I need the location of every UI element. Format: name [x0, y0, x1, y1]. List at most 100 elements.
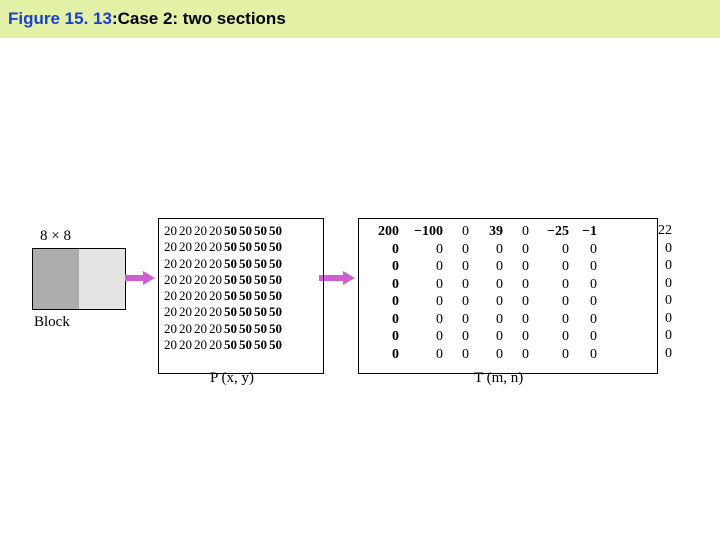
matrix-cell: 50	[238, 288, 253, 304]
matrix-cell: 20	[208, 337, 223, 353]
matrix-cell: 20	[178, 239, 193, 255]
matrix-cell: 20	[208, 321, 223, 337]
matrix-cell: 20	[178, 337, 193, 353]
matrix-cell: 50	[238, 223, 253, 239]
block-right-half	[79, 249, 125, 309]
matrix-cell: 0	[533, 258, 573, 276]
matrix-cell: 20	[208, 288, 223, 304]
matrix-cell: 0	[447, 293, 473, 311]
matrix-cell: 20	[163, 337, 178, 353]
matrix-cell: 0	[403, 241, 447, 259]
matrix-cell: 50	[268, 272, 283, 288]
matrix-cell: 50	[268, 239, 283, 255]
block-8x8	[32, 248, 126, 310]
matrix-cell: 50	[268, 304, 283, 320]
matrix-cell: 20	[193, 304, 208, 320]
diagram-canvas: 8 × 8 Block 2020202050505050202020205050…	[0, 38, 720, 538]
matrix-cell: 0	[403, 311, 447, 329]
table-row: 2020202050505050	[163, 239, 283, 255]
matrix-cell: 20	[193, 239, 208, 255]
matrix-cell: 0	[507, 223, 533, 241]
table-row: 0000000	[365, 346, 601, 364]
matrix-cell: 22	[648, 222, 672, 240]
table-row: 2020202050505050	[163, 304, 283, 320]
matrix-cell: 20	[178, 223, 193, 239]
matrix-cell: 20	[178, 256, 193, 272]
matrix-cell: 50	[268, 256, 283, 272]
matrix-cell: 0	[648, 310, 672, 328]
matrix-cell: 200	[365, 223, 403, 241]
matrix-cell: 50	[253, 304, 268, 320]
matrix-cell: 20	[163, 272, 178, 288]
matrix-cell: 50	[253, 288, 268, 304]
matrix-cell: 0	[648, 240, 672, 258]
matrix-cell: 0	[573, 311, 601, 329]
matrix-cell: 0	[365, 346, 403, 364]
matrix-cell: 50	[223, 337, 238, 353]
matrix-cell: −25	[533, 223, 573, 241]
table-row: 200−1000390−25−1	[365, 223, 601, 241]
figure-number: Figure 15. 13	[8, 9, 112, 29]
matrix-cell: 0	[573, 293, 601, 311]
matrix-cell: 0	[365, 311, 403, 329]
matrix-cell: 0	[507, 328, 533, 346]
matrix-cell: 0	[447, 328, 473, 346]
block-size-label: 8 × 8	[40, 228, 71, 245]
matrix-cell: 0	[507, 293, 533, 311]
matrix-cell: 50	[253, 223, 268, 239]
matrix-cell: 0	[507, 241, 533, 259]
matrix-cell: 50	[238, 272, 253, 288]
matrix-cell: 0	[447, 223, 473, 241]
matrix-cell: 20	[163, 239, 178, 255]
matrix-cell: 0	[473, 276, 507, 294]
table-row: 2020202050505050	[163, 256, 283, 272]
matrix-cell: 50	[253, 272, 268, 288]
p-matrix-table: 2020202050505050202020205050505020202020…	[163, 223, 283, 353]
matrix-cell: 0	[365, 276, 403, 294]
matrix-cell: 50	[238, 239, 253, 255]
matrix-cell: 50	[223, 223, 238, 239]
matrix-cell: 0	[447, 311, 473, 329]
matrix-cell: 20	[163, 256, 178, 272]
matrix-cell: 50	[223, 304, 238, 320]
matrix-cell: 0	[403, 346, 447, 364]
matrix-cell: 0	[573, 346, 601, 364]
matrix-cell: 0	[533, 328, 573, 346]
matrix-cell: 0	[473, 311, 507, 329]
matrix-cell: 50	[268, 321, 283, 337]
matrix-cell: 0	[447, 346, 473, 364]
matrix-cell: 0	[573, 276, 601, 294]
matrix-cell: 0	[573, 328, 601, 346]
matrix-cell: 0	[473, 293, 507, 311]
matrix-cell: 50	[223, 256, 238, 272]
matrix-cell: 20	[193, 272, 208, 288]
matrix-cell: 20	[178, 321, 193, 337]
matrix-cell: 0	[473, 328, 507, 346]
matrix-cell: 50	[223, 321, 238, 337]
t-matrix-label: T (m, n)	[474, 370, 523, 387]
matrix-cell: 50	[223, 288, 238, 304]
table-row: 0000000	[365, 328, 601, 346]
arrow-head-icon	[343, 271, 355, 285]
matrix-cell: 0	[403, 328, 447, 346]
matrix-cell: 20	[208, 256, 223, 272]
matrix-cell: 0	[648, 327, 672, 345]
arrow-head-icon	[143, 271, 155, 285]
matrix-cell: 20	[163, 304, 178, 320]
table-row: 2020202050505050	[163, 272, 283, 288]
matrix-cell: 20	[193, 223, 208, 239]
table-row: 2020202050505050	[163, 337, 283, 353]
matrix-cell: −100	[403, 223, 447, 241]
matrix-cell: 0	[403, 258, 447, 276]
matrix-cell: 0	[473, 346, 507, 364]
matrix-cell: 50	[253, 239, 268, 255]
matrix-cell: 0	[533, 346, 573, 364]
matrix-cell: 20	[208, 223, 223, 239]
matrix-cell: 20	[178, 272, 193, 288]
t-matrix-extra-column: 220000000	[648, 222, 672, 362]
table-row: 0000000	[365, 293, 601, 311]
matrix-cell: 50	[253, 256, 268, 272]
t-matrix: 200−1000390−25−1000000000000000000000000…	[358, 218, 658, 374]
figure-caption: Case 2: two sections	[118, 9, 286, 29]
matrix-cell: 20	[163, 321, 178, 337]
